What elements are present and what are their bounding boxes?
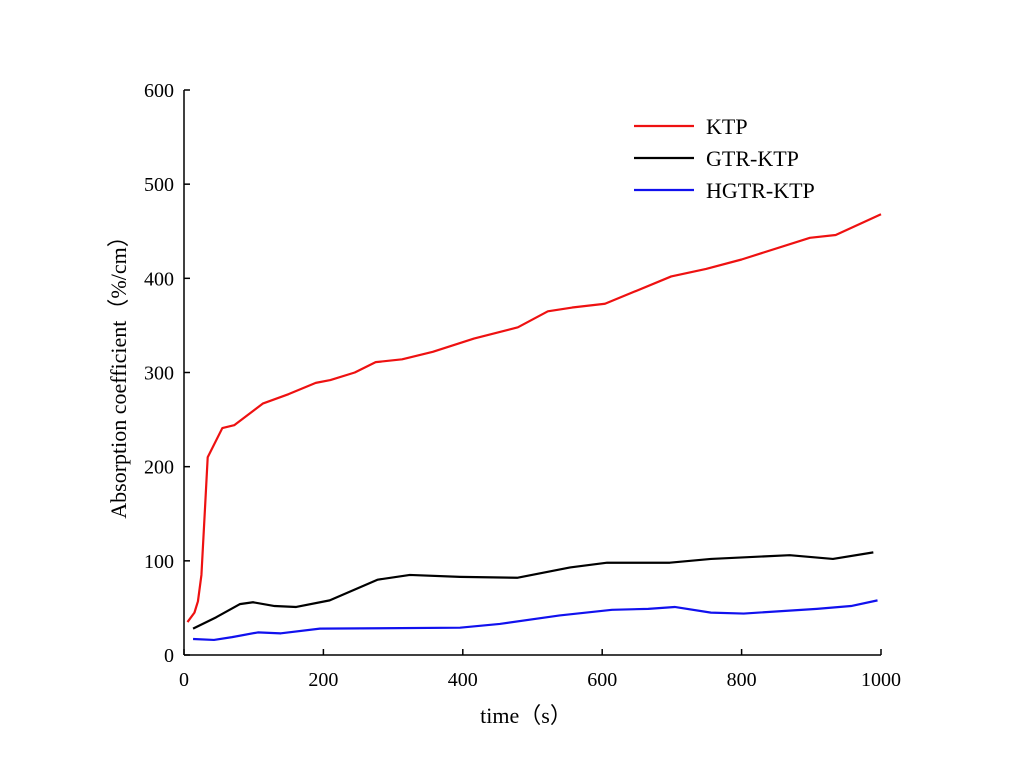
- legend-label: KTP: [706, 114, 748, 139]
- y-axis-label: Absorption coefficient（%/cm）: [106, 225, 131, 518]
- series-line: [186, 213, 882, 623]
- series-line: [193, 599, 878, 642]
- x-tick-label: 200: [308, 669, 338, 691]
- y-tick-label: 0: [164, 645, 174, 667]
- y-tick-label: 200: [144, 457, 174, 479]
- y-tick-label: 400: [144, 268, 174, 290]
- y-tick-label: 300: [144, 363, 174, 385]
- legend-label: GTR-KTP: [706, 146, 799, 171]
- x-tick-label: 400: [448, 669, 478, 691]
- series-line: [192, 551, 874, 630]
- x-tick-label: 600: [587, 669, 617, 691]
- y-tick-label: 100: [144, 551, 174, 573]
- x-tick-label: 0: [179, 669, 189, 691]
- x-axis-label: time（s）: [480, 703, 572, 728]
- x-tick-label: 800: [727, 669, 757, 691]
- y-tick-label: 500: [144, 174, 174, 196]
- y-tick-label: 600: [144, 80, 174, 102]
- legend-label: HGTR-KTP: [706, 178, 815, 203]
- x-tick-label: 1000: [861, 669, 901, 691]
